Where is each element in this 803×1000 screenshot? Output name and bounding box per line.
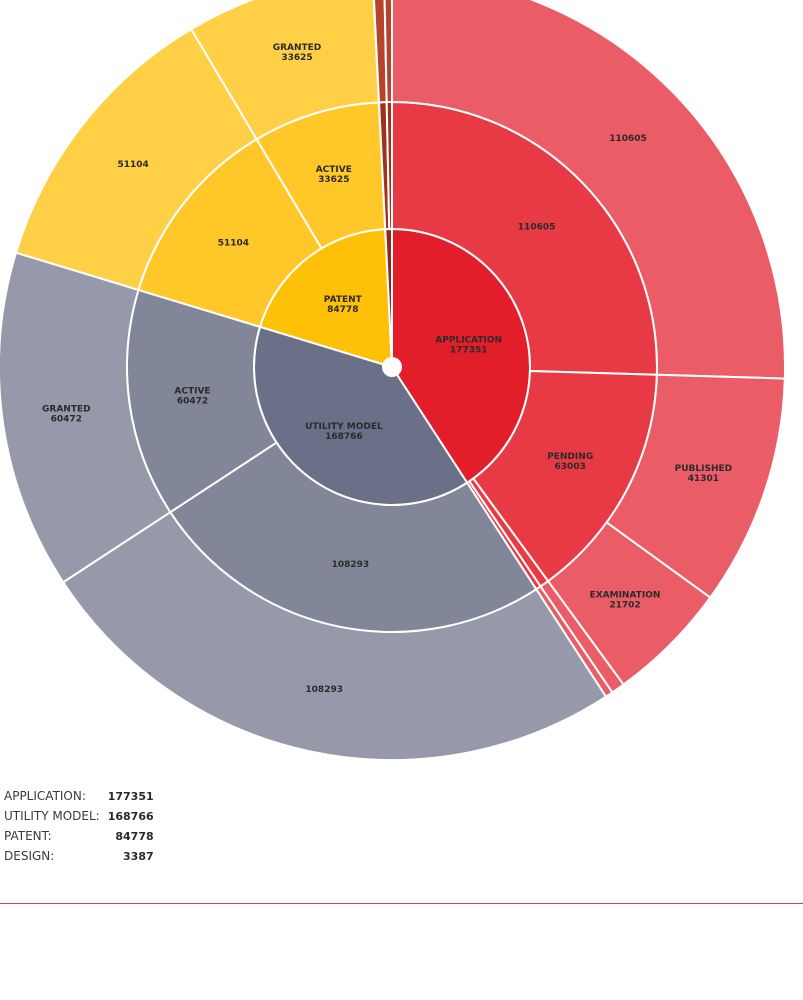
segment-label: 108293 <box>332 560 370 570</box>
totals-legend: APPLICATION: 177351 UTILITY MODEL: 16876… <box>2 786 156 866</box>
segment-label: 110605 <box>609 134 647 144</box>
totals-name: DESIGN: <box>4 849 55 863</box>
footer-divider <box>0 903 803 904</box>
totals-name: PATENT: <box>4 829 52 843</box>
totals-row: DESIGN: 3387 <box>2 846 156 866</box>
segment-granted[interactable] <box>190 0 380 141</box>
totals-value: 168766 <box>107 809 154 823</box>
center-hub <box>382 357 402 377</box>
sunburst-chart: APPLICATION 177351 110605 110605 PENDING 6300… <box>0 0 786 761</box>
segment-label: UTILITY MODEL 168766 <box>305 422 383 442</box>
segment-design-2-1[interactable] <box>383 0 393 104</box>
sunburst-chart-area: APPLICATION 177351 110605 110605 PENDING 6300… <box>0 0 786 761</box>
segment-label: ACTIVE 33625 <box>316 165 352 185</box>
segment-utility-model-1-1[interactable] <box>62 511 607 761</box>
totals-value: 3387 <box>123 849 154 863</box>
segment-application-1-1[interactable] <box>391 0 786 380</box>
totals-value: 84778 <box>115 829 154 843</box>
totals-name: UTILITY MODEL: <box>4 809 100 823</box>
segment-label: EXAMINATION 21702 <box>590 590 661 610</box>
segment-label: ACTIVE 60472 <box>174 387 210 407</box>
segment-label: PUBLISHED 41301 <box>675 464 732 484</box>
totals-row: APPLICATION: 177351 <box>2 786 156 806</box>
segment-label: 51104 <box>218 239 249 249</box>
segment-label: 51104 <box>117 160 148 170</box>
segment-label: PATENT 84778 <box>324 295 363 315</box>
totals-name: APPLICATION: <box>4 789 86 803</box>
segment-label: PENDING 63003 <box>547 452 593 472</box>
segment-label: 110605 <box>518 223 556 233</box>
segment-label: GRANTED 60472 <box>42 405 91 425</box>
totals-value: 177351 <box>107 789 154 803</box>
segment-label: 108293 <box>305 685 343 695</box>
totals-row: PATENT: 84778 <box>2 826 156 846</box>
segment-label: GRANTED 33625 <box>273 43 322 63</box>
totals-row: UTILITY MODEL: 168766 <box>2 806 156 826</box>
segment-label: APPLICATION 177351 <box>435 335 502 355</box>
